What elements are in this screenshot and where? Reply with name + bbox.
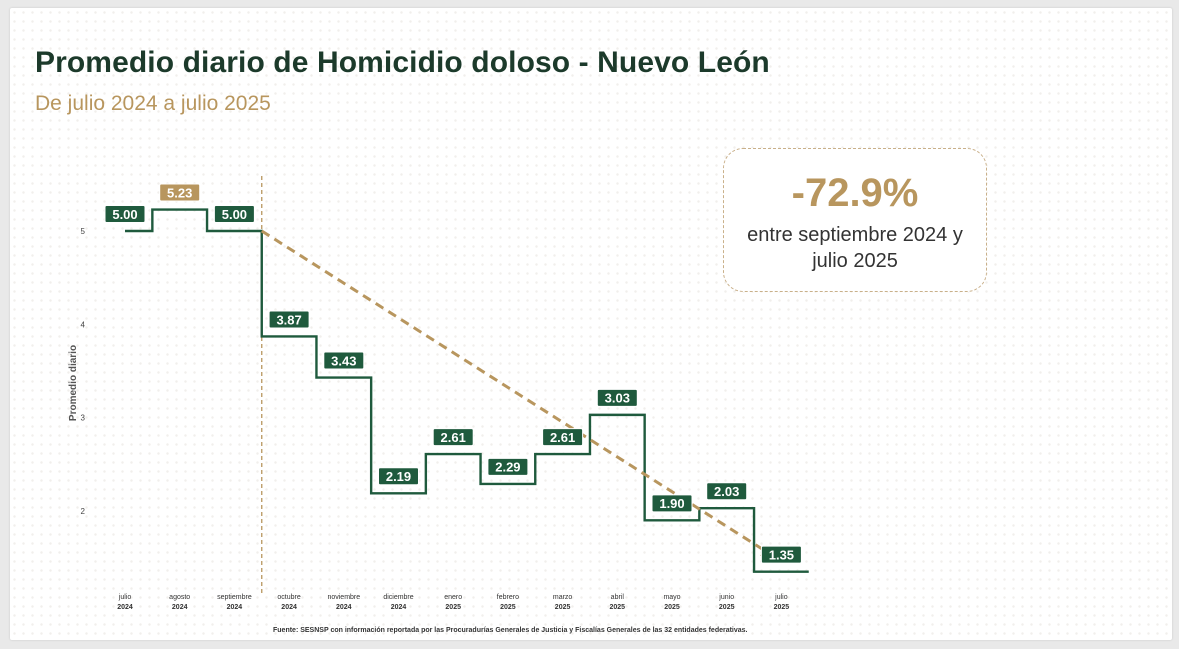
y-tick-label: 4 xyxy=(81,320,86,329)
data-label-box xyxy=(213,205,255,223)
data-label: 3.43 xyxy=(331,353,356,368)
data-label: 5.00 xyxy=(112,207,137,222)
source-note: Fuente: SESNSP con información reportada… xyxy=(273,627,748,634)
y-axis-title: Promedio diario xyxy=(68,345,79,421)
data-label-box xyxy=(706,482,748,501)
slide: Promedio diario de Homicidio doloso - Nu… xyxy=(10,8,1172,640)
x-tick-year: 2024 xyxy=(336,604,352,611)
data-label-box xyxy=(378,467,419,486)
x-tick-year: 2025 xyxy=(664,604,680,611)
data-label-box xyxy=(760,545,802,564)
x-tick-year: 2025 xyxy=(719,604,735,611)
data-label: 2.29 xyxy=(495,460,520,475)
x-tick-month: abril xyxy=(611,594,625,601)
x-tick-month: enero xyxy=(444,594,462,601)
x-tick-year: 2024 xyxy=(172,604,188,611)
x-tick-month: octubre xyxy=(277,594,300,601)
x-tick-month: junio xyxy=(718,594,734,601)
x-tick-month: febrero xyxy=(497,594,519,601)
x-tick-year: 2024 xyxy=(391,604,407,611)
data-label-box xyxy=(104,205,146,223)
data-label: 5.00 xyxy=(222,207,247,222)
change-percent: -72.9% xyxy=(791,171,919,215)
x-tick-year: 2024 xyxy=(281,604,297,611)
x-tick-year: 2025 xyxy=(610,604,626,611)
data-label: 2.19 xyxy=(386,469,411,484)
x-tick-year: 2025 xyxy=(774,604,790,611)
x-tick-month: julio xyxy=(774,594,788,601)
data-label: 2.61 xyxy=(441,430,466,445)
x-tick-year: 2024 xyxy=(117,604,133,611)
x-tick-month: agosto xyxy=(169,594,190,601)
x-tick-year: 2025 xyxy=(445,604,461,611)
y-tick-label: 5 xyxy=(81,227,86,236)
data-label-box xyxy=(596,388,638,407)
data-label: 2.03 xyxy=(714,484,739,499)
x-tick-month: noviembre xyxy=(327,594,360,601)
x-tick-month: julio xyxy=(118,594,132,601)
change-callout: -72.9% entre septiembre 2024 y julio 202… xyxy=(723,148,987,292)
data-label-box xyxy=(651,494,693,513)
series-step-line xyxy=(125,208,809,573)
data-label: 1.90 xyxy=(659,496,684,511)
data-label-box xyxy=(432,428,474,447)
y-tick-label: 2 xyxy=(81,507,86,516)
data-label-box xyxy=(487,457,529,476)
y-tick-label: 3 xyxy=(81,414,86,423)
x-tick-year: 2024 xyxy=(227,604,243,611)
x-tick-month: mayo xyxy=(663,594,680,601)
x-tick-month: marzo xyxy=(553,594,573,601)
data-label: 1.35 xyxy=(769,547,794,562)
data-label: 3.03 xyxy=(605,391,630,406)
x-tick-month: septiembre xyxy=(217,594,252,601)
change-description: entre septiembre 2024 y julio 2025 xyxy=(747,224,963,272)
data-label-box xyxy=(268,310,310,329)
data-label-box xyxy=(542,428,584,447)
x-tick-year: 2025 xyxy=(555,604,571,611)
page-subtitle: De julio 2024 a julio 2025 xyxy=(35,92,271,115)
data-label-box xyxy=(159,183,201,202)
page-title: Promedio diario de Homicidio doloso - Nu… xyxy=(35,46,770,79)
x-tick-month: diciembre xyxy=(383,594,413,601)
data-label: 2.61 xyxy=(550,430,575,445)
data-label: 3.87 xyxy=(276,312,301,327)
data-label-box xyxy=(323,351,365,370)
x-tick-year: 2025 xyxy=(500,604,516,611)
data-label: 5.23 xyxy=(167,185,192,200)
